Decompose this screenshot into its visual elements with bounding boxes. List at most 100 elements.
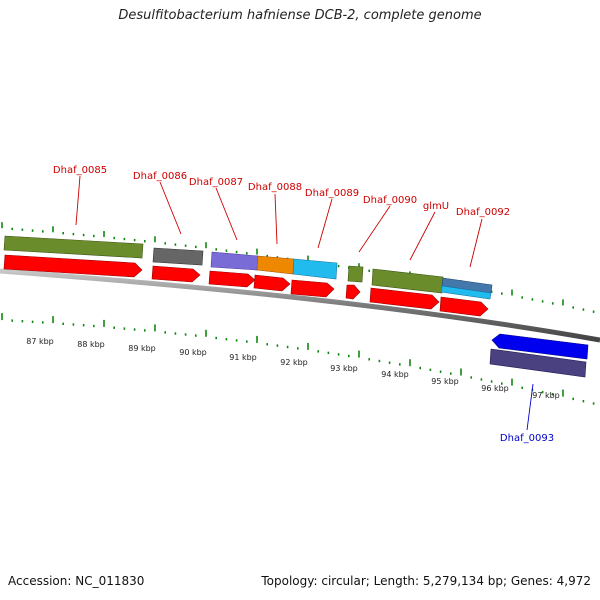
major-tick bbox=[103, 319, 105, 327]
tick-label-89: 89 kbp bbox=[128, 344, 156, 353]
major-tick bbox=[307, 255, 309, 262]
leader-dhaf-0086 bbox=[159, 181, 182, 235]
minor-tick bbox=[31, 229, 34, 232]
minor-tick bbox=[388, 361, 391, 364]
leader-dhaf-0093 bbox=[526, 383, 534, 431]
minor-tick bbox=[235, 250, 238, 254]
minor-tick bbox=[266, 254, 268, 258]
minor-tick bbox=[470, 376, 472, 379]
minor-tick bbox=[144, 240, 146, 243]
minor-tick bbox=[123, 237, 126, 241]
major-tick bbox=[154, 324, 156, 332]
minor-tick bbox=[552, 302, 554, 305]
minor-tick bbox=[592, 310, 595, 313]
major-tick bbox=[307, 342, 309, 350]
function-bar-dhaf-0088 bbox=[256, 255, 295, 275]
minor-tick bbox=[93, 324, 95, 328]
minor-tick bbox=[490, 290, 493, 293]
gene-label-dhaf-0085: Dhaf_0085 bbox=[53, 165, 107, 176]
major-tick bbox=[409, 359, 411, 367]
function-bar-dhaf-0089 bbox=[292, 258, 338, 280]
tick-label-90: 90 kbp bbox=[179, 348, 207, 357]
minor-tick bbox=[368, 358, 370, 361]
minor-tick bbox=[531, 298, 534, 301]
minor-tick bbox=[286, 345, 289, 349]
tick-label-97: 97 kbp bbox=[532, 391, 560, 400]
gene-arrow-dhaf-0088 bbox=[253, 274, 291, 292]
reverse-strand-genes bbox=[489, 333, 589, 378]
minor-tick bbox=[215, 336, 217, 340]
minor-tick bbox=[246, 340, 248, 343]
minor-tick bbox=[195, 334, 197, 337]
leader-dhaf-0092 bbox=[469, 218, 483, 268]
minor-tick bbox=[541, 390, 544, 394]
gene-labels: Dhaf_0085 Dhaf_0086 Dhaf_0087 Dhaf_0088 … bbox=[53, 165, 554, 444]
minor-tick bbox=[592, 402, 595, 405]
minor-tick bbox=[246, 252, 248, 255]
tick-label-95: 95 kbp bbox=[431, 377, 459, 386]
gene-arrow-dhaf-0086 bbox=[151, 265, 201, 283]
minor-tick bbox=[93, 234, 95, 238]
gene-label-dhaf-0090: Dhaf_0090 bbox=[363, 195, 417, 206]
tick-label-93: 93 kbp bbox=[330, 364, 358, 373]
major-tick bbox=[52, 316, 54, 324]
minor-tick bbox=[113, 326, 115, 329]
minor-tick bbox=[501, 382, 503, 385]
gene-arrow-dhaf-0090 bbox=[345, 284, 361, 300]
genome-backbone bbox=[0, 268, 600, 343]
major-tick bbox=[52, 226, 54, 233]
map-title: Desulfitobacterium hafniense DCB-2, comp… bbox=[118, 8, 482, 23]
tick-label-94: 94 kbp bbox=[381, 370, 409, 379]
major-tick bbox=[511, 378, 513, 386]
minor-tick bbox=[429, 368, 432, 371]
minor-tick bbox=[501, 292, 503, 295]
minor-tick bbox=[62, 322, 64, 325]
gene-label-glmu: glmU bbox=[423, 201, 449, 212]
minor-tick bbox=[42, 321, 44, 324]
minor-tick bbox=[521, 296, 523, 299]
gene-arrow-dhaf-0087 bbox=[208, 270, 256, 288]
major-tick bbox=[511, 289, 513, 296]
minor-tick bbox=[225, 249, 228, 252]
minor-tick bbox=[21, 228, 24, 231]
function-bar-dhaf-0093 bbox=[489, 348, 587, 378]
minor-tick bbox=[297, 347, 299, 350]
gene-arrow-dhaf-0093 bbox=[491, 333, 589, 360]
minor-tick bbox=[133, 328, 136, 331]
minor-tick bbox=[164, 331, 166, 334]
function-bar-dhaf-0092-b bbox=[440, 285, 492, 300]
minor-tick bbox=[72, 323, 75, 326]
tick-label-96: 96 kbp bbox=[481, 384, 509, 393]
minor-tick bbox=[337, 264, 340, 268]
major-tick bbox=[205, 242, 207, 249]
leader-dhaf-0087 bbox=[215, 187, 238, 241]
leader-dhaf-0085 bbox=[75, 175, 81, 226]
function-bar-glmu bbox=[371, 268, 444, 294]
minor-tick bbox=[541, 300, 544, 303]
gene-arrow-dhaf-0089 bbox=[290, 279, 335, 298]
minor-tick bbox=[572, 397, 574, 401]
gene-arrow-glmu bbox=[369, 287, 440, 310]
minor-tick bbox=[82, 324, 85, 327]
function-bar-dhaf-0090 bbox=[347, 265, 364, 283]
minor-tick bbox=[184, 333, 187, 336]
minor-tick bbox=[337, 353, 340, 356]
tick-label-87: 87 kbp bbox=[26, 337, 54, 346]
major-tick bbox=[562, 389, 564, 397]
gene-label-dhaf-0087: Dhaf_0087 bbox=[189, 177, 243, 188]
major-tick bbox=[103, 231, 105, 237]
minor-tick bbox=[572, 306, 574, 309]
minor-tick bbox=[521, 386, 523, 389]
gene-label-dhaf-0089: Dhaf_0089 bbox=[305, 188, 359, 199]
minor-tick bbox=[215, 248, 217, 251]
minor-tick bbox=[419, 366, 421, 370]
minor-tick bbox=[552, 393, 554, 396]
major-tick bbox=[358, 263, 360, 270]
minor-tick bbox=[490, 380, 493, 383]
minor-tick bbox=[144, 329, 146, 332]
minor-tick bbox=[72, 232, 75, 236]
function-bar-dhaf-0087 bbox=[210, 251, 259, 271]
minor-tick bbox=[317, 350, 319, 353]
minor-tick bbox=[266, 343, 268, 346]
major-tick bbox=[1, 222, 3, 229]
